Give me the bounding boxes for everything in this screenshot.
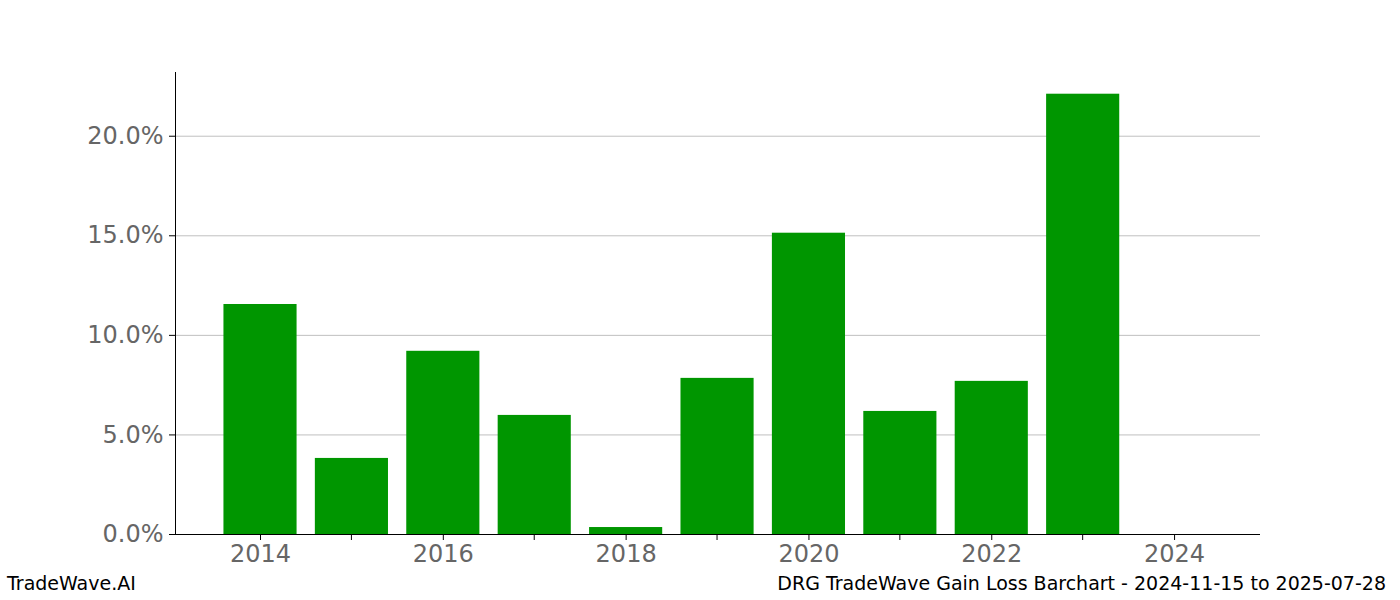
- svg-text:5.0%: 5.0%: [103, 421, 164, 449]
- svg-text:10.0%: 10.0%: [87, 321, 163, 349]
- svg-text:20.0%: 20.0%: [87, 122, 163, 150]
- svg-text:2018: 2018: [596, 540, 657, 568]
- svg-text:15.0%: 15.0%: [87, 221, 163, 249]
- svg-text:2020: 2020: [778, 540, 839, 568]
- html-text:DRG TradeWave Gain Loss Barcha: DRG TradeWave Gain Loss Barchart - 2024-…: [777, 572, 1386, 594]
- svg-text:2022: 2022: [961, 540, 1022, 568]
- svg-text:2024: 2024: [1144, 540, 1205, 568]
- svg-text:2016: 2016: [413, 540, 474, 568]
- html-text:TradeWave.AI: TradeWave.AI: [7, 572, 136, 594]
- svg-text:2014: 2014: [230, 540, 291, 568]
- svg-text:0.0%: 0.0%: [103, 520, 164, 548]
